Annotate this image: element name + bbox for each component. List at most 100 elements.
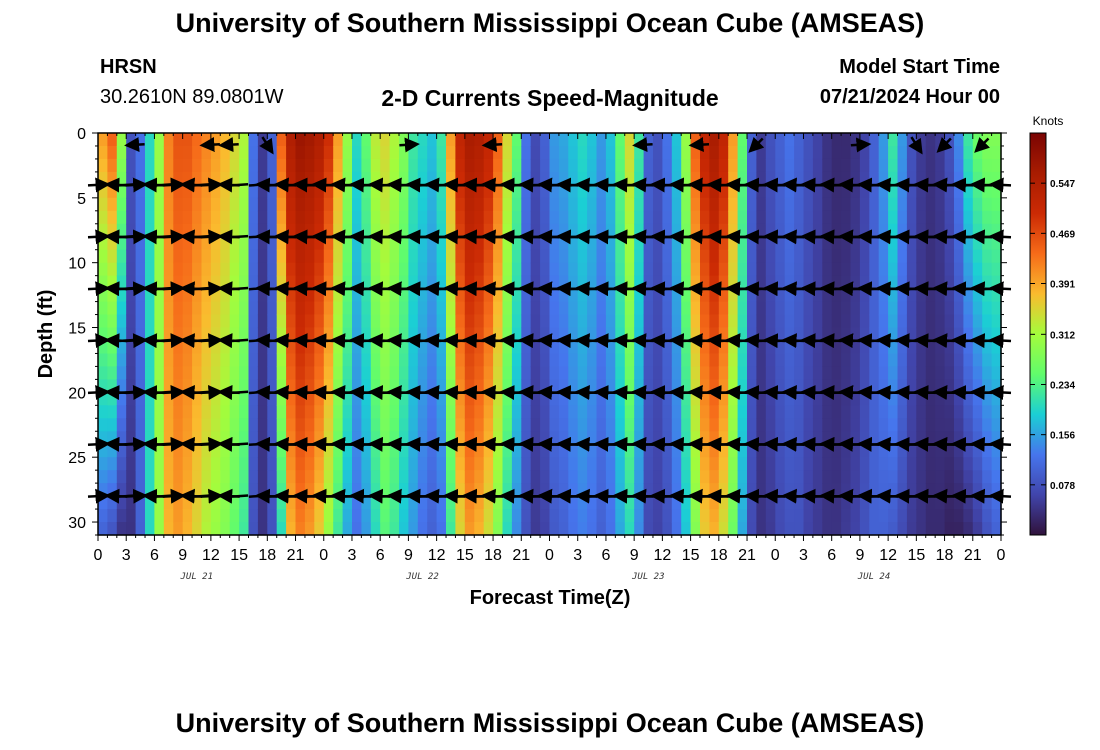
heatmap-cell <box>841 288 852 303</box>
heatmap-cell <box>276 405 287 419</box>
heatmap-cell <box>427 146 438 160</box>
heatmap-cell <box>427 314 438 329</box>
heatmap-cell <box>634 509 645 523</box>
heatmap-cell <box>925 353 936 368</box>
heatmap-cell <box>653 353 663 368</box>
heatmap-cell <box>474 431 485 445</box>
heatmap-cell <box>944 327 955 342</box>
heatmap-cell <box>624 418 635 432</box>
station-coordinates: 30.2610N 89.0801W <box>100 86 284 108</box>
heatmap-cell <box>342 522 353 536</box>
heatmap-cell <box>954 392 964 406</box>
heatmap-cell <box>549 366 560 380</box>
heatmap-cell <box>991 470 1002 484</box>
heatmap-cell <box>925 146 936 160</box>
heatmap-cell <box>954 340 964 355</box>
heatmap-cell <box>869 146 880 160</box>
heatmap-cell <box>464 509 475 523</box>
heatmap-cell <box>700 223 710 238</box>
heatmap-cell <box>794 379 805 393</box>
heatmap-cell <box>888 249 899 264</box>
heatmap-cell <box>116 444 127 458</box>
heatmap-cell <box>154 262 165 277</box>
heatmap-cell <box>841 496 852 510</box>
heatmap-cell <box>944 522 955 536</box>
heatmap-cell <box>954 522 964 536</box>
heatmap-cell <box>408 496 419 510</box>
heatmap-cell <box>455 275 466 290</box>
heatmap-cell <box>700 314 710 329</box>
heatmap-cell <box>558 405 569 419</box>
heatmap-cell <box>493 366 504 380</box>
heatmap-cell <box>784 509 795 523</box>
heatmap-cell <box>210 509 221 523</box>
heatmap-cell <box>671 158 682 173</box>
heatmap-cell <box>718 444 729 458</box>
heatmap-cell <box>182 444 193 458</box>
heatmap-cell <box>427 340 438 355</box>
heatmap-cell <box>605 158 616 173</box>
heatmap-cell <box>239 444 250 458</box>
heatmap-cell <box>540 457 551 471</box>
heatmap-cell <box>596 353 607 368</box>
heatmap-cell <box>361 236 372 251</box>
heatmap-cell <box>333 262 344 277</box>
heatmap-cell <box>192 288 203 303</box>
heatmap-cell <box>888 353 899 368</box>
heatmap-cell <box>869 496 880 510</box>
heatmap-cell <box>831 522 842 536</box>
heatmap-cell <box>794 470 805 484</box>
heatmap-cell <box>718 457 729 471</box>
heatmap-cell <box>380 431 391 445</box>
heatmap-cell <box>737 379 748 393</box>
heatmap-cell <box>549 171 560 186</box>
heatmap-cell <box>906 340 917 355</box>
heatmap-cell <box>709 444 720 458</box>
heatmap-cell <box>765 496 776 510</box>
heatmap-cell <box>822 262 833 277</box>
heatmap-cell <box>502 522 513 536</box>
heatmap-cell <box>220 405 231 419</box>
heatmap-cell <box>944 288 955 303</box>
heatmap-cell <box>116 509 127 523</box>
heatmap-cell <box>267 197 278 212</box>
heatmap-cell <box>784 133 795 147</box>
heatmap-cell <box>361 171 372 186</box>
heatmap-cell <box>963 197 974 212</box>
heatmap-cell <box>718 146 729 160</box>
heatmap-cell <box>643 249 654 264</box>
heatmap-cell <box>370 496 381 510</box>
heatmap-cell <box>653 457 663 471</box>
heatmap-cell <box>436 223 447 238</box>
heatmap-cell <box>906 146 917 160</box>
heatmap-cell <box>850 236 861 251</box>
heatmap-cell <box>747 366 757 380</box>
heatmap-cell <box>850 262 861 277</box>
heatmap-cell <box>257 197 268 212</box>
heatmap-cell <box>756 457 767 471</box>
heatmap-cell <box>370 133 381 147</box>
heatmap-cell <box>718 496 729 510</box>
heatmap-cell <box>295 301 306 316</box>
heatmap-cell <box>784 146 795 160</box>
heatmap-cell <box>474 262 485 277</box>
heatmap-cell <box>352 288 362 303</box>
heatmap-cell <box>747 470 757 484</box>
heatmap-cell <box>98 288 108 303</box>
heatmap-cell <box>192 314 203 329</box>
heatmap-cell <box>323 483 334 497</box>
heatmap-cell <box>267 288 278 303</box>
heatmap-cell <box>577 340 588 355</box>
heatmap-cell <box>615 418 626 432</box>
heatmap-cell <box>916 509 927 523</box>
heatmap-cell <box>728 353 739 368</box>
heatmap-cell <box>314 366 325 380</box>
heatmap-cell <box>587 522 598 536</box>
heatmap-cell <box>530 470 541 484</box>
heatmap-cell <box>859 444 870 458</box>
heatmap-cell <box>540 314 551 329</box>
heatmap-cell <box>859 262 870 277</box>
heatmap-cell <box>116 210 127 225</box>
heatmap-cell <box>972 249 983 264</box>
heatmap-cell <box>399 418 409 432</box>
